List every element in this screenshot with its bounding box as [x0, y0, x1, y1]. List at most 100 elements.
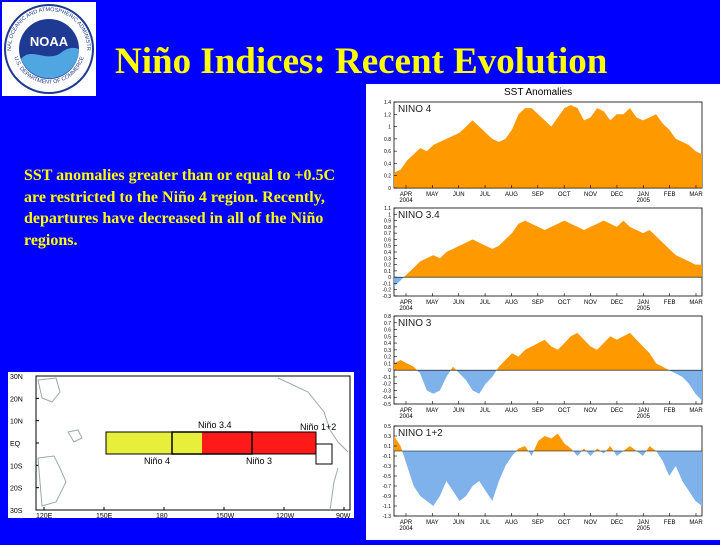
x-tick-label: MAR [689, 408, 703, 414]
map-svg: 30N 20N 10N EQ 10S 20S 30S 120E 150E 180 150W 120W 9… [10, 374, 351, 520]
x-tick-year: 2005 [637, 306, 651, 312]
region-nino34-box [171, 431, 253, 455]
x-tick-year: 2005 [637, 414, 651, 420]
y-tick-label: 0.3 [384, 256, 391, 262]
x-tick-label: JUN [453, 192, 465, 198]
map-coastline [67, 429, 83, 443]
x-tick-label: SEP [532, 300, 544, 306]
region-nino34-east-box [202, 432, 252, 454]
y-tick-label: 0.6 [384, 237, 391, 243]
noaa-logo-icon: NOAA NATIONAL OCEANIC AND ATMOSPHERIC AD… [0, 0, 94, 94]
region-nino4-box [105, 431, 173, 455]
x-tick-label: FEB [664, 300, 676, 306]
x-tick-year: 2005 [637, 526, 651, 532]
map-lat-label: 30N [10, 374, 23, 381]
y-tick-label: 0.4 [384, 250, 391, 256]
panel-label: NINO 3 [398, 318, 432, 329]
noaa-logo: NOAA NATIONAL OCEANIC AND ATMOSPHERIC AD… [0, 0, 96, 96]
page-title: Niño Indices: Recent Evolution [115, 41, 608, 82]
x-tick-label: SEP [532, 520, 544, 526]
y-tick-label: 0.4 [384, 341, 391, 347]
svg-text:NOAA: NOAA [30, 34, 69, 49]
positive-anomaly-area [403, 220, 702, 278]
map-lon-label: 180 [156, 513, 168, 518]
y-tick-label: -0.3 [382, 388, 391, 394]
x-tick-label: AUG [505, 300, 518, 306]
map-coastline [37, 377, 61, 403]
region-nino12-label: Niño 1+2 [300, 422, 336, 432]
y-tick-label: 0.8 [384, 137, 391, 143]
region-nino3-box [251, 431, 317, 455]
y-tick-label: 0.2 [384, 355, 391, 361]
x-tick-label: FEB [664, 408, 676, 414]
positive-anomaly-area [394, 332, 670, 371]
positive-anomaly-area [394, 105, 702, 188]
x-tick-label: FEB [664, 192, 676, 198]
panels-svg: SST Anomalies00.20.40.60.811.21.4APR2004… [382, 87, 703, 532]
map-lat-label: 20N [10, 396, 23, 403]
x-tick-label: NOV [584, 192, 597, 198]
x-tick-label: NOV [584, 520, 597, 526]
x-tick-label: JUN [453, 300, 465, 306]
x-tick-label: MAY [426, 192, 439, 198]
y-tick-label: 0 [388, 275, 391, 281]
map-lon-label: 150W [216, 513, 235, 518]
negative-anomaly-area [394, 370, 702, 401]
map-lat-label: 20S [10, 486, 23, 493]
y-tick-label: 1 [388, 212, 391, 218]
y-tick-label: 0.4 [384, 161, 391, 167]
map-coastline [277, 377, 349, 453]
x-tick-label: JAN [638, 408, 649, 414]
x-tick-label: AUG [505, 408, 518, 414]
region-nino34-label: Niño 3.4 [198, 420, 232, 430]
x-tick-label: APR [400, 520, 413, 526]
y-tick-label: -0.4 [382, 395, 391, 401]
x-tick-label: MAR [689, 300, 703, 306]
positive-anomaly-area [394, 433, 702, 451]
x-tick-label: APR [400, 192, 413, 198]
x-tick-label: OCT [558, 300, 571, 306]
y-tick-label: -0.7 [382, 484, 391, 490]
y-tick-label: -0.1 [382, 454, 391, 460]
map-lon-label: 150E [96, 513, 113, 518]
y-tick-label: 0.7 [384, 321, 391, 327]
x-tick-label: MAY [426, 520, 439, 526]
y-tick-label: 0.3 [384, 434, 391, 440]
x-tick-label: JUL [480, 300, 491, 306]
y-tick-label: -0.5 [382, 474, 391, 480]
x-tick-label: SEP [532, 192, 544, 198]
y-tick-label: 0.3 [384, 348, 391, 354]
map-lon-label: 120E [36, 513, 53, 518]
x-tick-label: MAY [426, 408, 439, 414]
y-tick-label: 0.2 [384, 174, 391, 180]
y-tick-label: 0 [388, 368, 391, 374]
panel-header: SST Anomalies [504, 87, 572, 98]
x-tick-label: DEC [611, 300, 624, 306]
map-coastline [37, 455, 67, 507]
x-tick-label: JUL [480, 408, 491, 414]
y-tick-label: 0.8 [384, 225, 391, 231]
panel-label: NINO 1+2 [398, 428, 443, 439]
sst-anomaly-panels: SST Anomalies 0 0.2 0.4 0.6 0.8 1 1.2 1.4 APR 2004… [366, 84, 720, 540]
y-tick-label: -0.1 [382, 375, 391, 381]
x-tick-year: 2005 [637, 198, 651, 204]
x-tick-label: OCT [558, 520, 571, 526]
x-tick-label: MAR [689, 520, 703, 526]
x-tick-year: 2004 [399, 414, 413, 420]
y-tick-label: 0.1 [384, 361, 391, 367]
x-tick-label: JUL [480, 520, 491, 526]
x-tick-year: 2004 [399, 198, 413, 204]
y-tick-label: 0.5 [384, 244, 391, 250]
y-tick-label: 1.2 [384, 112, 391, 118]
y-tick-label: 0.8 [384, 314, 391, 320]
x-tick-year: 2004 [399, 306, 413, 312]
y-tick-label: 0.2 [384, 263, 391, 269]
y-tick-label: 0.6 [384, 149, 391, 155]
x-tick-year: 2004 [399, 526, 413, 532]
x-tick-label: APR [400, 300, 413, 306]
map-coastline [329, 467, 339, 511]
y-tick-label: 0 [388, 186, 391, 192]
y-tick-label: 1 [388, 125, 391, 131]
y-tick-label: 0.5 [384, 424, 391, 430]
